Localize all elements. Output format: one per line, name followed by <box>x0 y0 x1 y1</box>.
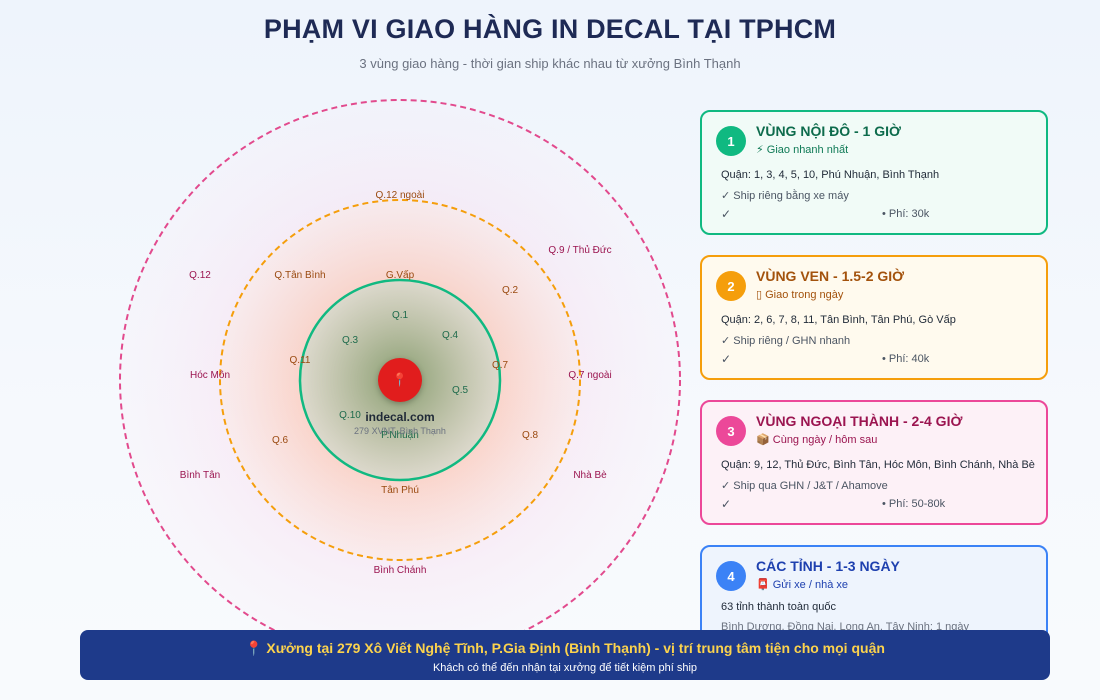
zone1-label: Q.4 <box>442 330 458 341</box>
brand-address: 279 XVNT, Bình Thạnh <box>354 426 446 436</box>
check-icon: ✓ <box>721 497 731 511</box>
zone2-label: Q.6 <box>272 435 288 446</box>
zone-districts: 63 tỉnh thành toàn quốc <box>721 601 836 613</box>
zone2-label: Q.12 ngoài <box>376 190 425 201</box>
zone2-label: G.Vấp <box>386 270 414 281</box>
zone3-label: Bình Tân <box>180 470 220 481</box>
page-subtitle: 3 vùng giao hàng - thời gian ship khác n… <box>0 56 1100 71</box>
zone-title: CÁC TỈNH - 1-3 NGÀY <box>756 558 900 574</box>
zone3-label: Hóc Môn <box>190 370 230 381</box>
zone-tag: ▯ Giao trong ngày <box>756 288 843 301</box>
zone-fee: • Phí: 50-80k <box>882 498 945 510</box>
zone-number-badge: 4 <box>716 561 746 591</box>
zone3-label: Q.9 / Thủ Đức <box>548 245 611 256</box>
zone-card-3: 3 VÙNG NGOẠI THÀNH - 2-4 GIỜ 📦 Cùng ngày… <box>700 400 1048 525</box>
delivery-zone-map: Q.12 Q.9 / Thủ Đức Hóc Môn Q.7 ngoài Bìn… <box>110 90 690 670</box>
zone1-label: Q.3 <box>342 335 358 346</box>
zone2-label: Q.Tân Bình <box>274 270 325 281</box>
zone2-label: Q.11 <box>290 355 311 366</box>
zone3-label: Bình Chánh <box>374 565 427 576</box>
zone-number-badge: 1 <box>716 126 746 156</box>
zone-title: VÙNG NỘI ĐÔ - 1 GIỜ <box>756 123 901 139</box>
zone-shipping-method: ✓ Ship riêng / GHN nhanh <box>721 334 850 347</box>
zone-districts: Quận: 9, 12, Thủ Đức, Bình Tân, Hóc Môn,… <box>721 459 1035 471</box>
zone-shipping-method: ✓ Ship qua GHN / J&T / Ahamove <box>721 479 888 492</box>
zone2-label: Q.8 <box>522 430 538 441</box>
workshop-address: 📍 Xưởng tại 279 Xô Viết Nghệ Tĩnh, P.Gia… <box>80 640 1050 657</box>
workshop-note: Khách có thể đến nhận tại xưởng để tiết … <box>80 662 1050 674</box>
zone-fee: • Phí: 40k <box>882 353 929 365</box>
page-title: PHẠM VI GIAO HÀNG IN DECAL TẠI TPHCM <box>0 14 1100 45</box>
map-pin-icon: 📍 <box>378 358 422 402</box>
zone3-label: Q.12 <box>189 270 211 281</box>
zone-card-2: 2 VÙNG VEN - 1.5-2 GIỜ ▯ Giao trong ngày… <box>700 255 1048 380</box>
brand-label: indecal.com <box>365 410 434 424</box>
zone-districts: Quận: 1, 3, 4, 5, 10, Phú Nhuận, Bình Th… <box>721 169 939 181</box>
zone2-label: Tân Phú <box>381 485 419 496</box>
check-icon: ✓ <box>721 207 731 221</box>
zone-card-1: 1 VÙNG NỘI ĐÔ - 1 GIỜ ⚡ Giao nhanh nhất … <box>700 110 1048 235</box>
zone2-label: Q.2 <box>502 285 518 296</box>
zone1-label: Q.10 <box>339 410 361 421</box>
zone-number-badge: 3 <box>716 416 746 446</box>
zone-title: VÙNG VEN - 1.5-2 GIỜ <box>756 268 904 284</box>
zone-title: VÙNG NGOẠI THÀNH - 2-4 GIỜ <box>756 413 962 429</box>
zone3-label: Nhà Bè <box>573 470 606 481</box>
zone-tag: 📮 Gửi xe / nhà xe <box>756 578 848 591</box>
workshop-banner: 📍 Xưởng tại 279 Xô Viết Nghệ Tĩnh, P.Gia… <box>80 630 1050 680</box>
zone-shipping-method: ✓ Ship riêng bằng xe máy <box>721 189 849 202</box>
zone-fee: • Phí: 30k <box>882 208 929 220</box>
zone2-label: Q.7 <box>492 360 508 371</box>
zone3-label: Q.7 ngoài <box>568 370 611 381</box>
zone-districts: Quận: 2, 6, 7, 8, 11, Tân Bình, Tân Phú,… <box>721 314 956 326</box>
zone1-label: Q.5 <box>452 385 468 396</box>
zone-number-badge: 2 <box>716 271 746 301</box>
zone-tag: 📦 Cùng ngày / hôm sau <box>756 433 877 446</box>
check-icon: ✓ <box>721 352 731 366</box>
zone-tag: ⚡ Giao nhanh nhất <box>756 143 848 156</box>
zone1-label: Q.1 <box>392 310 408 321</box>
